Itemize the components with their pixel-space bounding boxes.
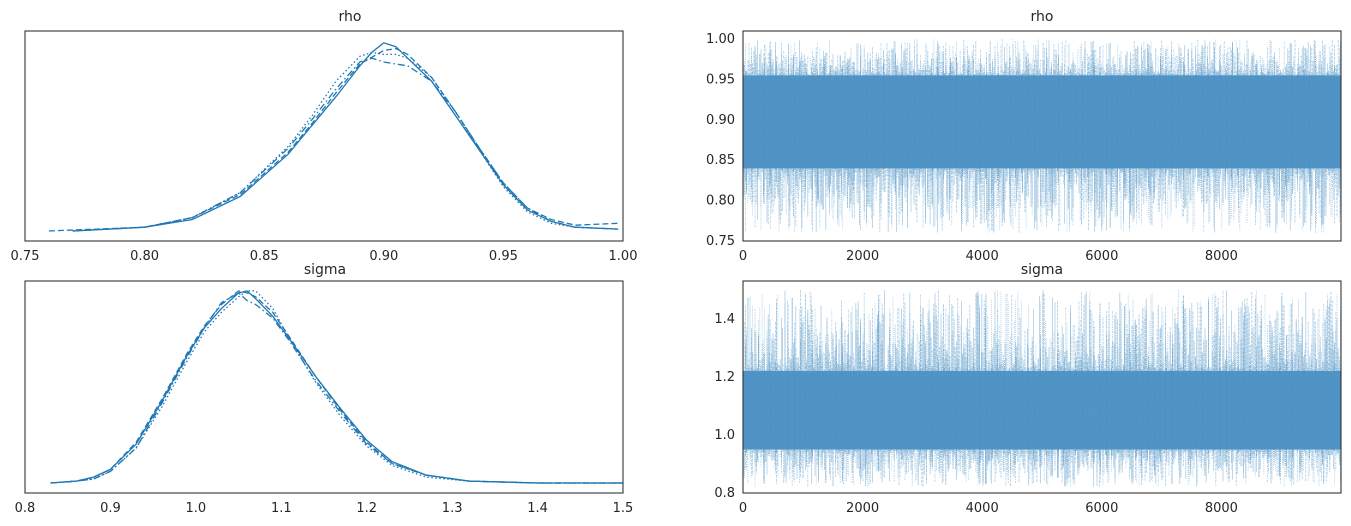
sigma-trace-xtick-label: 4000 — [966, 501, 999, 516]
rho-density-series-dashdot — [72, 57, 619, 232]
rho-trace-xtick-label: 2000 — [846, 249, 879, 264]
sigma-trace-sample-band — [743, 371, 1341, 450]
sigma-density-series-dashdot — [50, 292, 623, 484]
sigma-density-series-solid — [50, 290, 623, 484]
sigma-density-xtick-label: 1.1 — [271, 501, 292, 516]
sigma-density-xtick-label: 1.2 — [356, 501, 377, 516]
rho-density-xtick-label: 0.85 — [250, 249, 279, 264]
sigma-density-series-dashed — [50, 290, 623, 484]
rho-trace-axes-frame — [742, 30, 1342, 242]
rho-density-xtick-label: 0.95 — [489, 249, 518, 264]
rho-trace-chain-4 — [742, 39, 1341, 233]
rho-trace-ytick-label: 0.75 — [706, 234, 735, 249]
sigma-trace-xtick-label: 6000 — [1085, 501, 1118, 516]
sigma-density-xtick-label: 1.0 — [186, 501, 207, 516]
rho-trace-panel: rho 0.75 0.80 0.85 0.90 0.95 1.00 0 2000 4000 600… — [706, 9, 1342, 264]
rho-trace-xtick-label: 8000 — [1205, 249, 1238, 264]
rho-density-title: rho — [339, 9, 362, 25]
rho-density-xtick-label: 0.80 — [130, 249, 159, 264]
sigma-trace-xtick-label: 2000 — [846, 501, 879, 516]
sigma-trace-chain-2 — [742, 290, 1341, 487]
sigma-trace-ytick-label: 0.8 — [714, 486, 735, 501]
sigma-trace-axes-frame — [742, 280, 1342, 494]
rho-density-series-dashed — [48, 47, 619, 232]
rho-trace-xtick-label: 0 — [739, 249, 747, 264]
rho-trace-ytick-label: 0.80 — [706, 194, 735, 209]
rho-trace-ytick-label: 1.00 — [706, 32, 735, 47]
rho-trace-xtick-label: 6000 — [1085, 249, 1118, 264]
rho-trace-xtick-label: 4000 — [966, 249, 999, 264]
rho-trace-ytick-label: 0.90 — [706, 113, 735, 128]
rho-trace-ytick-label: 0.95 — [706, 72, 735, 87]
sigma-density-title: sigma — [304, 262, 346, 278]
rho-density-series-solid — [72, 42, 619, 232]
rho-density-xtick-label: 0.90 — [369, 249, 398, 264]
sigma-density-panel: sigma 0.8 0.9 1.0 1.1 1.2 1.3 1.4 1.5 — [15, 262, 634, 516]
rho-density-series-dotted — [72, 51, 619, 232]
sigma-density-xtick-label: 0.9 — [100, 501, 121, 516]
rho-density-xtick-label: 1.00 — [609, 249, 638, 264]
sigma-density-xtick-label: 0.8 — [15, 501, 36, 516]
rho-trace-sample-band — [743, 75, 1341, 169]
sigma-trace-panel: sigma 0.8 1.0 1.2 1.4 0 2000 4000 6000 8000 — [714, 262, 1342, 516]
rho-density-xtick-label: 0.75 — [11, 249, 40, 264]
rho-density-panel: rho 0.75 0.80 0.85 0.90 0.95 1.00 — [11, 9, 638, 264]
sigma-trace-chain-3 — [742, 290, 1341, 487]
sigma-density-series-dotted — [50, 290, 623, 484]
rho-density-axes-frame — [24, 30, 624, 242]
rho-trace-ytick-label: 0.85 — [706, 153, 735, 168]
sigma-trace-ytick-label: 1.2 — [714, 370, 735, 385]
sigma-trace-ytick-label: 1.4 — [714, 312, 735, 327]
sigma-density-axes-frame — [24, 280, 624, 494]
sigma-trace-title: sigma — [1021, 262, 1063, 278]
sigma-trace-xtick-label: 8000 — [1205, 501, 1238, 516]
sigma-density-xtick-label: 1.5 — [613, 501, 634, 516]
sigma-density-xtick-label: 1.3 — [442, 501, 463, 516]
sigma-trace-ytick-label: 1.0 — [714, 428, 735, 443]
sigma-trace-xtick-label: 0 — [739, 501, 747, 516]
sigma-density-xtick-label: 1.4 — [527, 501, 548, 516]
rho-trace-title: rho — [1031, 9, 1054, 25]
